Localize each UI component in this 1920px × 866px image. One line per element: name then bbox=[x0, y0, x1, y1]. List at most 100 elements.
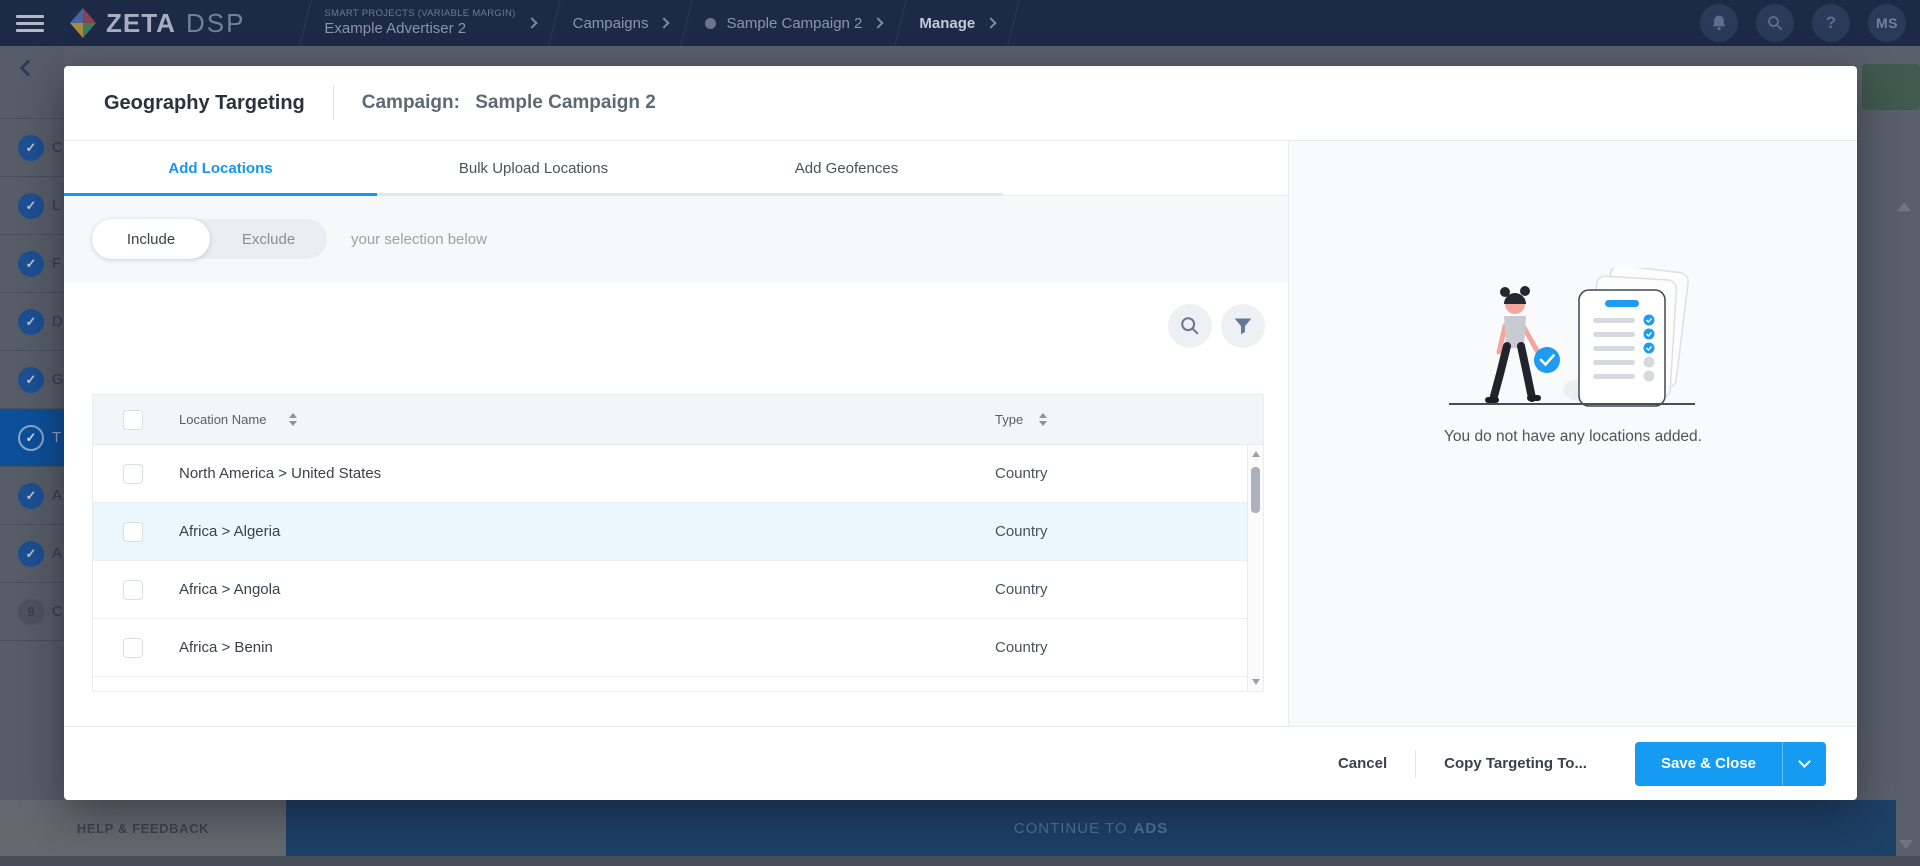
hamburger-menu-icon[interactable] bbox=[16, 14, 44, 32]
column-header-type: Type bbox=[995, 412, 1024, 427]
check-circle-icon: ✓ bbox=[18, 540, 44, 567]
zeta-dsp-logo[interactable]: ZETA DSP bbox=[68, 7, 245, 39]
row-checkbox[interactable] bbox=[123, 579, 143, 600]
campaign-field-label: Campaign: bbox=[361, 92, 460, 113]
workflow-sidebar: ✓ C ✓ L ✓ F ✓ D ✓ G ✓ T ✓ A ✓ A bbox=[0, 46, 64, 800]
step-label: F bbox=[52, 255, 62, 272]
global-search-button[interactable] bbox=[1756, 4, 1794, 42]
chevron-right-icon bbox=[985, 17, 997, 29]
sidebar-step-5[interactable]: ✓ G bbox=[0, 350, 64, 408]
row-checkbox[interactable] bbox=[123, 637, 143, 658]
sidebar-step-1[interactable]: ✓ C bbox=[0, 118, 64, 176]
sidebar-step-8[interactable]: ✓ A bbox=[0, 524, 64, 582]
cancel-button[interactable]: Cancel bbox=[1337, 755, 1388, 772]
tab-add-geofences[interactable]: Add Geofences bbox=[794, 159, 899, 177]
exclude-toggle-option[interactable]: Exclude bbox=[241, 230, 296, 248]
continue-label: CONTINUE TO bbox=[1013, 819, 1128, 837]
header-divider bbox=[332, 86, 334, 120]
chevron-right-icon bbox=[872, 17, 885, 29]
advertiser-label: Example Advertiser 2 bbox=[324, 19, 467, 37]
help-button[interactable]: ? bbox=[1812, 4, 1850, 42]
sort-icon[interactable] bbox=[289, 413, 297, 426]
check-circle-icon: ✓ bbox=[18, 250, 44, 277]
campaigns-label: Campaigns bbox=[572, 14, 649, 32]
step-label: A bbox=[52, 487, 63, 504]
selected-locations-panel: You do not have any locations added. bbox=[1288, 141, 1857, 726]
breadcrumb-manage[interactable]: Manage bbox=[919, 15, 997, 32]
table-filter-button[interactable] bbox=[1221, 304, 1265, 348]
top-navbar: ZETA DSP SMART PROJECTS (VARIABLE MARGIN… bbox=[0, 0, 1920, 46]
scrollbar-down-arrow-icon[interactable] bbox=[1252, 679, 1260, 685]
include-toggle-option[interactable]: Include bbox=[92, 219, 210, 259]
column-header-location-name: Location Name bbox=[179, 412, 267, 427]
help-feedback-button[interactable]: HELP & FEEDBACK bbox=[0, 800, 286, 856]
breadcrumb: SMART PROJECTS (VARIABLE MARGIN) Example… bbox=[287, 0, 1032, 46]
avatar-initials: MS bbox=[1876, 15, 1898, 31]
location-name-cell: North America > United States bbox=[179, 465, 382, 482]
back-chevron-icon[interactable] bbox=[19, 59, 37, 77]
row-checkbox[interactable] bbox=[123, 463, 143, 484]
table-row[interactable]: North America > United States Country bbox=[93, 445, 1263, 503]
locations-pane: Add Locations Bulk Upload Locations Add … bbox=[64, 141, 1288, 726]
step-number-circle: 9 bbox=[18, 598, 44, 625]
scrollbar-thumb[interactable] bbox=[1251, 467, 1260, 513]
location-type-cell: Country bbox=[995, 523, 1048, 540]
notifications-button[interactable] bbox=[1700, 4, 1738, 42]
location-name-cell: Africa > Algeria bbox=[179, 523, 281, 540]
check-circle-icon: ✓ bbox=[18, 192, 44, 219]
help-feedback-label: HELP & FEEDBACK bbox=[76, 820, 210, 836]
breadcrumb-separator bbox=[894, 0, 908, 46]
save-options-dropdown-button[interactable] bbox=[1782, 741, 1826, 786]
scroll-up-arrow-icon[interactable] bbox=[1897, 202, 1911, 211]
save-close-button[interactable]: Save & Close bbox=[1634, 741, 1782, 786]
table-scrollbar[interactable] bbox=[1247, 445, 1263, 691]
filter-funnel-icon bbox=[1234, 318, 1252, 335]
user-avatar[interactable]: MS bbox=[1868, 4, 1906, 42]
page-bottom-edge bbox=[0, 856, 1920, 866]
sidebar-step-7[interactable]: ✓ A bbox=[0, 466, 64, 524]
sidebar-step-6-active[interactable]: ✓ T bbox=[0, 408, 64, 466]
table-search-button[interactable] bbox=[1168, 304, 1212, 348]
step-label: C bbox=[52, 139, 63, 156]
scroll-down-arrow-icon[interactable] bbox=[1899, 840, 1913, 849]
copy-targeting-button[interactable]: Copy Targeting To... bbox=[1444, 755, 1587, 772]
tabs-underline bbox=[64, 193, 1003, 196]
select-all-checkbox[interactable] bbox=[123, 409, 143, 430]
breadcrumb-separator bbox=[680, 0, 694, 46]
toggle-hint-text: your selection below bbox=[351, 230, 487, 248]
sidebar-step-4[interactable]: ✓ D bbox=[0, 292, 64, 350]
location-name-cell: Africa > Benin bbox=[179, 639, 273, 656]
sidebar-step-2[interactable]: ✓ L bbox=[0, 176, 64, 234]
brand-suffix: DSP bbox=[185, 7, 246, 38]
table-row-highlighted[interactable]: Africa > Algeria Country bbox=[93, 503, 1263, 561]
breadcrumb-campaign[interactable]: Sample Campaign 2 bbox=[705, 15, 885, 32]
project-label: SMART PROJECTS (VARIABLE MARGIN) bbox=[324, 7, 516, 19]
geography-targeting-modal: Geography Targeting Campaign: Sample Cam… bbox=[64, 66, 1857, 800]
breadcrumb-separator bbox=[1007, 0, 1021, 46]
sort-icon[interactable] bbox=[1039, 413, 1047, 426]
scrollbar-up-arrow-icon[interactable] bbox=[1252, 451, 1260, 457]
step-label: L bbox=[52, 197, 61, 214]
row-checkbox[interactable] bbox=[123, 521, 143, 542]
sidebar-step-9[interactable]: 9 C bbox=[0, 582, 64, 640]
breadcrumb-campaigns[interactable]: Campaigns bbox=[572, 14, 671, 32]
brand-name: ZETA bbox=[106, 7, 176, 38]
step-label: G bbox=[52, 371, 64, 388]
tab-bulk-upload-locations[interactable]: Bulk Upload Locations bbox=[458, 159, 609, 177]
footer-divider bbox=[1415, 749, 1417, 778]
table-row[interactable]: Africa > Angola Country bbox=[93, 561, 1263, 619]
status-dot-icon bbox=[705, 17, 717, 29]
continue-to-ads-button[interactable]: CONTINUE TO ADS bbox=[286, 800, 1896, 856]
campaign-name: Sample Campaign 2 bbox=[475, 92, 656, 113]
table-row[interactable]: Africa > Benin Country bbox=[93, 619, 1263, 677]
question-icon: ? bbox=[1825, 13, 1837, 32]
sidebar-step-3[interactable]: ✓ F bbox=[0, 234, 64, 292]
background-action-button[interactable] bbox=[1862, 64, 1920, 110]
tab-add-locations[interactable]: Add Locations bbox=[168, 159, 273, 177]
check-circle-outline-icon: ✓ bbox=[18, 424, 44, 451]
chevron-down-icon bbox=[1798, 755, 1811, 768]
breadcrumb-advertiser[interactable]: SMART PROJECTS (VARIABLE MARGIN) Example… bbox=[324, 7, 538, 39]
check-circle-icon: ✓ bbox=[18, 308, 44, 335]
modal-title: Geography Targeting bbox=[104, 91, 305, 114]
breadcrumb-separator bbox=[299, 0, 313, 46]
